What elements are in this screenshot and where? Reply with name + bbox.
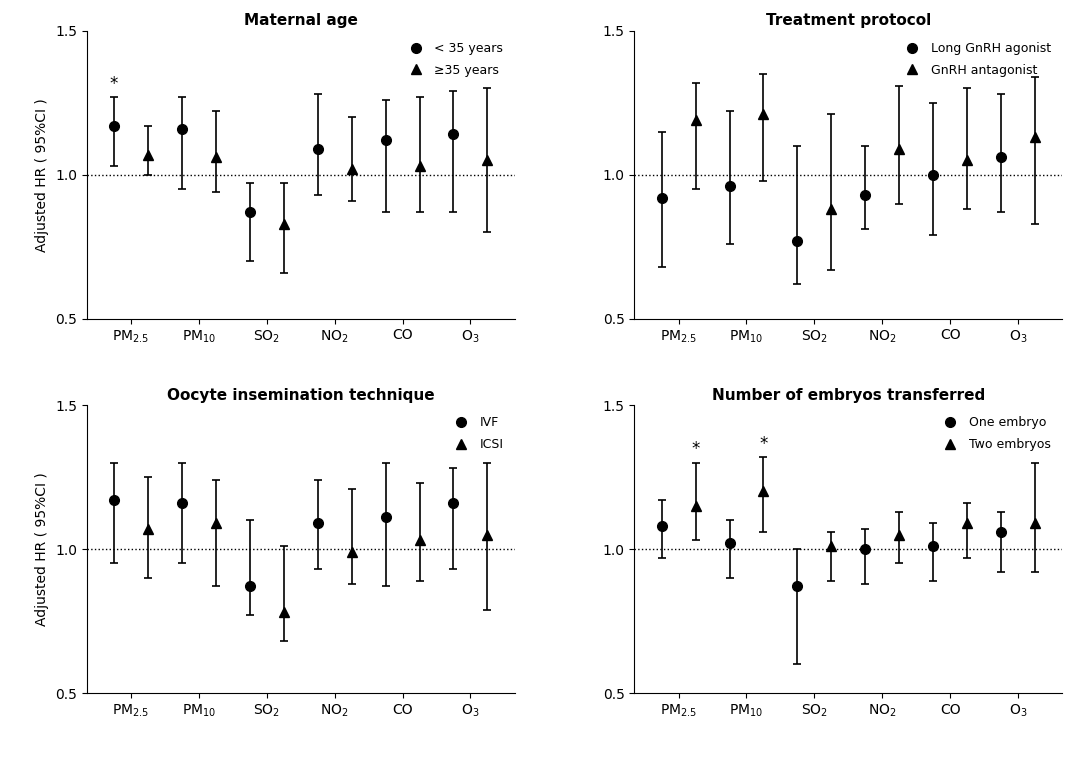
- Title: Number of embryos transferred: Number of embryos transferred: [712, 387, 985, 403]
- Legend: Long GnRH agonist, GnRH antagonist: Long GnRH agonist, GnRH antagonist: [894, 37, 1056, 82]
- Text: *: *: [692, 440, 700, 458]
- Title: Maternal age: Maternal age: [244, 13, 358, 28]
- Y-axis label: Adjusted HR ( 95%CI ): Adjusted HR ( 95%CI ): [36, 98, 50, 252]
- Text: *: *: [109, 75, 118, 92]
- Legend: IVF, ICSI: IVF, ICSI: [443, 411, 508, 456]
- Legend: One embryo, Two embryos: One embryo, Two embryos: [933, 411, 1056, 456]
- Title: Oocyte insemination technique: Oocyte insemination technique: [167, 387, 435, 403]
- Y-axis label: Adjusted HR ( 95%CI ): Adjusted HR ( 95%CI ): [36, 472, 50, 626]
- Text: *: *: [759, 434, 767, 453]
- Title: Treatment protocol: Treatment protocol: [765, 13, 931, 28]
- Legend: < 35 years, ≥35 years: < 35 years, ≥35 years: [398, 37, 508, 82]
